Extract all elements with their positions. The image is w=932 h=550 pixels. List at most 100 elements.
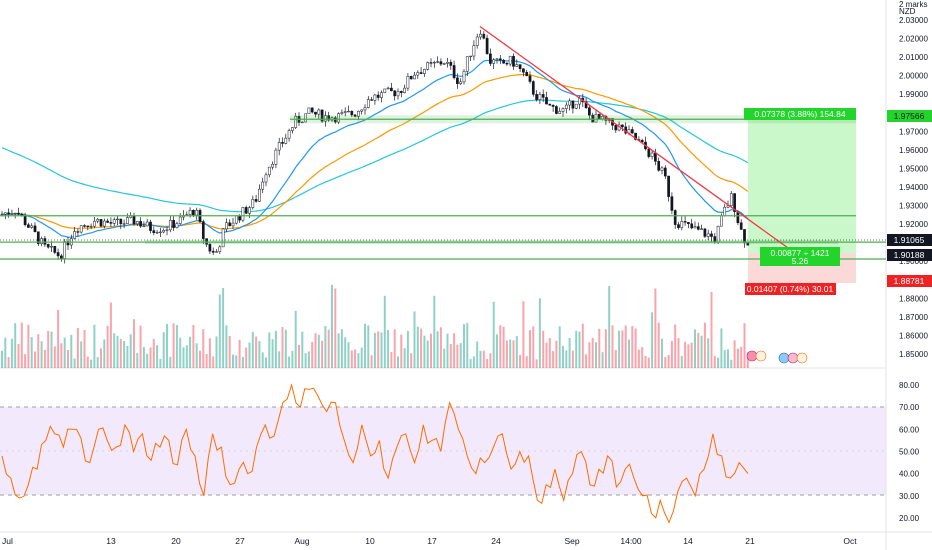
candle-body <box>426 62 430 70</box>
volume-bar <box>367 325 370 368</box>
price-axis[interactable]: 2.030002.020002.010002.000001.990001.980… <box>899 16 928 359</box>
time-tick-label: 17 <box>427 536 437 546</box>
volume-bar <box>647 357 650 368</box>
event-flag-icon[interactable] <box>746 350 758 362</box>
candle-body <box>449 61 453 66</box>
volume-bar <box>677 338 680 368</box>
candle-body <box>353 114 357 117</box>
candle-body <box>102 220 106 227</box>
candle-body <box>654 152 657 162</box>
candle-body <box>17 212 20 215</box>
candle-body <box>172 219 175 228</box>
volume-bar <box>57 309 60 368</box>
volume-bar <box>746 352 749 368</box>
volume-bar <box>156 345 159 368</box>
candle-body <box>393 90 397 97</box>
volume-bar <box>684 341 687 368</box>
volume-bar <box>476 341 479 368</box>
rsi-line[interactable] <box>1 383 749 524</box>
candle-body <box>261 181 265 190</box>
volume-bar <box>578 331 581 368</box>
candle-body <box>396 91 400 97</box>
volume-bar <box>327 329 330 368</box>
volume-bar <box>1 350 3 368</box>
volume-bar <box>116 335 119 368</box>
rsi-axis[interactable]: 80.00 70.00 60.00 50.00 40.00 30.00 20.00 <box>899 381 920 523</box>
candle-body <box>614 125 618 131</box>
price-tick-label: 2.03000 <box>899 16 928 25</box>
volume-bar <box>274 330 277 368</box>
volume-bar <box>291 350 294 368</box>
candle-body <box>568 100 571 106</box>
candle-body <box>465 56 469 72</box>
volume-bar <box>373 332 376 368</box>
volume-bar <box>479 350 482 368</box>
volume-bar <box>489 353 492 368</box>
volume-bar <box>703 322 706 368</box>
candle-body <box>677 224 680 228</box>
event-icons[interactable] <box>746 350 808 364</box>
candle-body <box>475 36 479 46</box>
candle-body <box>723 206 727 217</box>
candle-body <box>317 109 321 115</box>
volume-bar <box>129 334 132 368</box>
volume-bar <box>146 353 149 368</box>
price-tick-label: 1.99000 <box>899 90 928 99</box>
volume-bar <box>4 337 7 368</box>
loss-label: 0.01407 (0.74%) 30.01 <box>747 284 834 294</box>
volume-bar <box>350 350 353 368</box>
candle-body <box>541 94 545 98</box>
volume-bar <box>133 319 135 368</box>
candle-body <box>399 91 403 93</box>
candle-body <box>122 223 126 225</box>
candle-body <box>271 163 274 168</box>
volume-bar <box>680 356 683 368</box>
event-flag-icon[interactable] <box>778 352 790 364</box>
candle-body <box>93 220 96 227</box>
volume-bar <box>321 340 324 368</box>
volume-bar <box>331 284 333 368</box>
volume-bar <box>304 353 307 368</box>
volume-bar <box>301 331 304 368</box>
rsi-tick-label: 40.00 <box>899 470 920 479</box>
time-axis[interactable]: Jul 13 20 27 Aug 10 17 24 Sep 14:00 14 21 Oct <box>2 536 857 546</box>
candle-body <box>46 244 50 248</box>
volume-bar <box>30 337 33 368</box>
candle-body <box>119 218 123 224</box>
volume-bar <box>400 334 403 368</box>
candle-body <box>726 205 730 208</box>
candle-body <box>733 193 736 212</box>
event-flag-icon[interactable] <box>787 352 799 364</box>
event-flag-icon[interactable] <box>796 352 808 364</box>
downtrend-line[interactable] <box>479 25 801 258</box>
candlesticks[interactable] <box>0 29 750 264</box>
volume-bar <box>614 350 617 368</box>
candle-body <box>132 215 136 225</box>
rsi-tick-label: 50.00 <box>899 448 920 457</box>
rsi-tick-label: 20.00 <box>899 514 920 523</box>
profit-zone[interactable] <box>748 113 856 253</box>
volume-bar <box>661 338 663 368</box>
volume-bar <box>63 337 66 368</box>
volume-bar <box>288 356 291 368</box>
candle-body <box>10 213 14 215</box>
event-flag-icon[interactable] <box>755 350 767 362</box>
volume-bar <box>743 323 746 368</box>
volume-bar <box>169 356 172 368</box>
candle-body <box>693 226 697 229</box>
candle-body <box>73 231 76 239</box>
candle-body <box>512 55 515 67</box>
volume-bar <box>70 334 73 368</box>
candle-body <box>502 59 505 64</box>
candle-body <box>314 111 317 115</box>
time-tick-label: 14 <box>683 536 693 546</box>
candle-body <box>159 231 162 234</box>
ema-fast-line[interactable] <box>1 59 749 238</box>
candle-body <box>489 53 492 64</box>
ema-long-line[interactable] <box>1 99 749 213</box>
candle-body <box>274 149 278 165</box>
volume-bar <box>657 322 660 368</box>
volume-bar <box>443 348 446 368</box>
profit-label-box <box>744 108 856 120</box>
